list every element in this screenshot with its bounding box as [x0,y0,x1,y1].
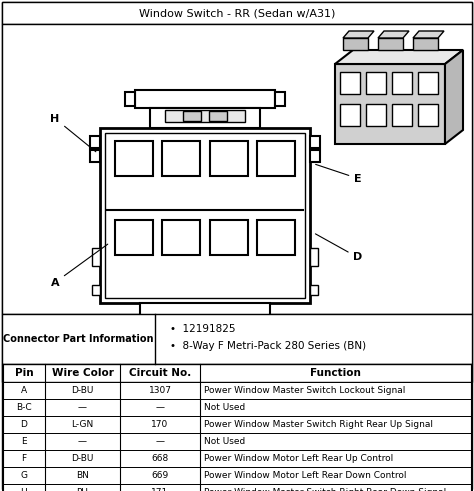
Bar [2,364,472,382]
Bar [140,303,270,315]
Bar [100,128,310,303]
Bar [92,248,100,266]
Bar [2,484,472,491]
Bar [210,220,248,255]
Bar [135,90,275,108]
Text: •  12191825: • 12191825 [170,324,236,334]
Bar [90,150,100,162]
Bar [2,382,472,399]
Bar [275,92,285,106]
Text: Function: Function [310,368,361,378]
Bar [209,111,227,121]
Bar [92,285,100,295]
Text: 669: 669 [151,471,169,480]
Text: BN: BN [76,471,89,480]
Text: 668: 668 [151,454,169,463]
Text: —: — [78,437,87,446]
Bar [2,399,472,416]
Text: B-C: B-C [16,403,32,412]
Text: Power Window Master Switch Right Rear Up Signal: Power Window Master Switch Right Rear Up… [204,420,433,429]
Text: PU: PU [77,488,89,491]
Bar [162,141,200,176]
Bar [378,38,403,50]
Bar [257,220,295,255]
Text: D: D [20,420,27,429]
Bar [366,104,386,126]
Text: H: H [50,113,96,152]
Text: A: A [21,386,27,395]
Text: E: E [21,437,27,446]
Bar [340,72,360,94]
Text: Not Used: Not Used [204,403,245,412]
Text: —: — [78,403,87,412]
Bar [340,104,360,126]
Bar [335,64,445,144]
Polygon shape [445,50,463,144]
Text: 1307: 1307 [148,386,172,395]
Text: —: — [155,403,164,412]
Bar [343,38,368,50]
Bar [2,2,472,24]
Bar [392,104,412,126]
Bar [2,467,472,484]
Text: L-GN: L-GN [72,420,94,429]
Bar [125,92,135,106]
Bar [210,141,248,176]
Bar [115,141,153,176]
Text: D-BU: D-BU [71,386,94,395]
Text: Power Window Master Switch Right Rear Down Signal: Power Window Master Switch Right Rear Do… [204,488,446,491]
Bar [310,248,318,266]
Polygon shape [378,31,409,38]
Text: Not Used: Not Used [204,437,245,446]
Bar [310,136,320,148]
Bar [257,141,295,176]
Text: •  8-Way F Metri-Pack 280 Series (BN): • 8-Way F Metri-Pack 280 Series (BN) [170,341,366,351]
Bar [183,111,201,121]
Text: D: D [315,234,363,263]
Text: Pin: Pin [15,368,33,378]
Text: Power Window Master Switch Lockout Signal: Power Window Master Switch Lockout Signa… [204,386,405,395]
Text: Connector Part Information: Connector Part Information [3,334,153,344]
Text: Wire Color: Wire Color [52,368,113,378]
Bar [165,110,245,122]
Text: Power Window Motor Left Rear Down Control: Power Window Motor Left Rear Down Contro… [204,471,407,480]
Bar [2,450,472,467]
Bar [310,150,320,162]
Bar [162,220,200,255]
Text: 171: 171 [151,488,169,491]
Bar [150,108,260,128]
Bar [413,38,438,50]
Text: E: E [316,164,362,184]
Text: F: F [21,454,27,463]
Bar [115,220,153,255]
Bar [366,72,386,94]
Bar [392,72,412,94]
Text: Power Window Motor Left Rear Up Control: Power Window Motor Left Rear Up Control [204,454,393,463]
Text: Window Switch - RR (Sedan w/A31): Window Switch - RR (Sedan w/A31) [139,8,335,18]
Bar [418,72,438,94]
Bar [2,433,472,450]
Bar [2,416,472,433]
Text: G: G [20,471,27,480]
Polygon shape [343,31,374,38]
Text: 170: 170 [151,420,169,429]
Bar [105,133,305,298]
Text: —: — [155,437,164,446]
Text: Circuit No.: Circuit No. [129,368,191,378]
Polygon shape [335,50,463,64]
Bar [90,136,100,148]
Bar [310,285,318,295]
Text: H: H [21,488,27,491]
Bar [418,104,438,126]
Text: D-BU: D-BU [71,454,94,463]
Bar [2,314,472,364]
Bar [2,24,472,314]
Text: A: A [51,244,108,288]
Polygon shape [413,31,444,38]
